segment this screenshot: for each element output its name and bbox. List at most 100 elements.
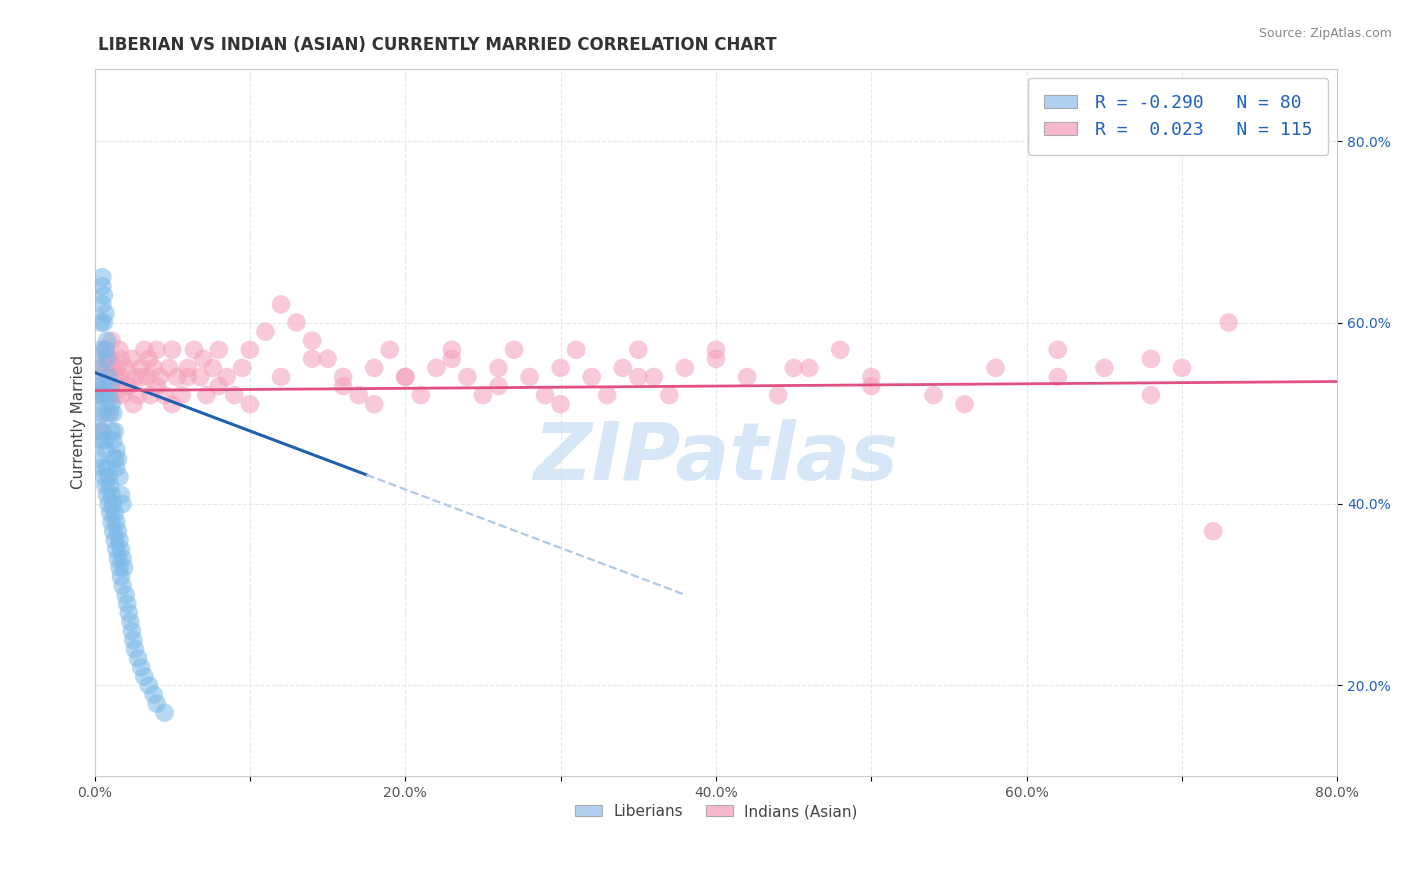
Point	[1202, 524, 1225, 539]
Point	[488, 379, 510, 393]
Point	[115, 597, 138, 611]
Legend: Liberians, Indians (Asian): Liberians, Indians (Asian)	[568, 798, 863, 825]
Point	[111, 551, 134, 566]
Point	[177, 370, 200, 384]
Point	[107, 451, 129, 466]
Point	[94, 343, 117, 357]
Point	[93, 288, 115, 302]
Point	[612, 360, 634, 375]
Point	[215, 370, 238, 384]
Point	[799, 360, 821, 375]
Point	[922, 388, 945, 402]
Point	[208, 379, 231, 393]
Point	[98, 379, 121, 393]
Point	[440, 351, 463, 366]
Point	[105, 515, 128, 529]
Point	[285, 316, 308, 330]
Point	[104, 506, 127, 520]
Point	[145, 697, 167, 711]
Point	[97, 379, 120, 393]
Point	[104, 533, 127, 548]
Point	[111, 579, 134, 593]
Point	[100, 397, 122, 411]
Point	[316, 351, 339, 366]
Point	[503, 343, 526, 357]
Point	[704, 343, 727, 357]
Point	[270, 370, 292, 384]
Point	[105, 442, 128, 457]
Point	[363, 360, 385, 375]
Point	[153, 706, 176, 720]
Point	[104, 425, 127, 439]
Point	[201, 360, 224, 375]
Point	[157, 360, 180, 375]
Point	[363, 397, 385, 411]
Point	[111, 497, 134, 511]
Point	[488, 360, 510, 375]
Point	[114, 588, 136, 602]
Point	[90, 370, 112, 384]
Point	[97, 388, 120, 402]
Point	[860, 370, 883, 384]
Point	[254, 325, 277, 339]
Point	[1092, 360, 1115, 375]
Point	[91, 460, 114, 475]
Point	[111, 388, 134, 402]
Point	[127, 388, 149, 402]
Point	[93, 351, 115, 366]
Point	[86, 415, 108, 429]
Point	[142, 360, 165, 375]
Point	[93, 316, 115, 330]
Point	[97, 470, 120, 484]
Point	[108, 470, 131, 484]
Point	[105, 388, 128, 402]
Point	[1171, 360, 1194, 375]
Point	[91, 279, 114, 293]
Point	[153, 388, 176, 402]
Point	[104, 451, 127, 466]
Point	[208, 343, 231, 357]
Point	[124, 642, 146, 657]
Point	[193, 351, 215, 366]
Point	[409, 388, 432, 402]
Point	[550, 360, 572, 375]
Y-axis label: Currently Married: Currently Married	[72, 355, 86, 490]
Point	[1046, 343, 1069, 357]
Point	[953, 397, 976, 411]
Point	[627, 370, 650, 384]
Point	[103, 524, 125, 539]
Point	[471, 388, 494, 402]
Point	[98, 506, 121, 520]
Point	[108, 343, 131, 357]
Point	[166, 370, 188, 384]
Point	[124, 370, 146, 384]
Point	[120, 615, 142, 629]
Point	[440, 343, 463, 357]
Point	[735, 370, 758, 384]
Point	[766, 388, 789, 402]
Point	[91, 297, 114, 311]
Point	[107, 524, 129, 539]
Point	[121, 624, 143, 638]
Point	[93, 470, 115, 484]
Point	[565, 343, 588, 357]
Point	[107, 360, 129, 375]
Point	[108, 533, 131, 548]
Point	[136, 370, 159, 384]
Point	[118, 379, 141, 393]
Text: ZIPatlas: ZIPatlas	[533, 418, 898, 497]
Point	[138, 351, 160, 366]
Point	[127, 651, 149, 665]
Point	[134, 669, 156, 683]
Point	[103, 434, 125, 448]
Point	[105, 542, 128, 557]
Point	[224, 388, 246, 402]
Point	[90, 343, 112, 357]
Point	[96, 360, 118, 375]
Point	[90, 434, 112, 448]
Point	[239, 397, 262, 411]
Point	[103, 497, 125, 511]
Point	[122, 397, 145, 411]
Point	[90, 379, 112, 393]
Point	[534, 388, 557, 402]
